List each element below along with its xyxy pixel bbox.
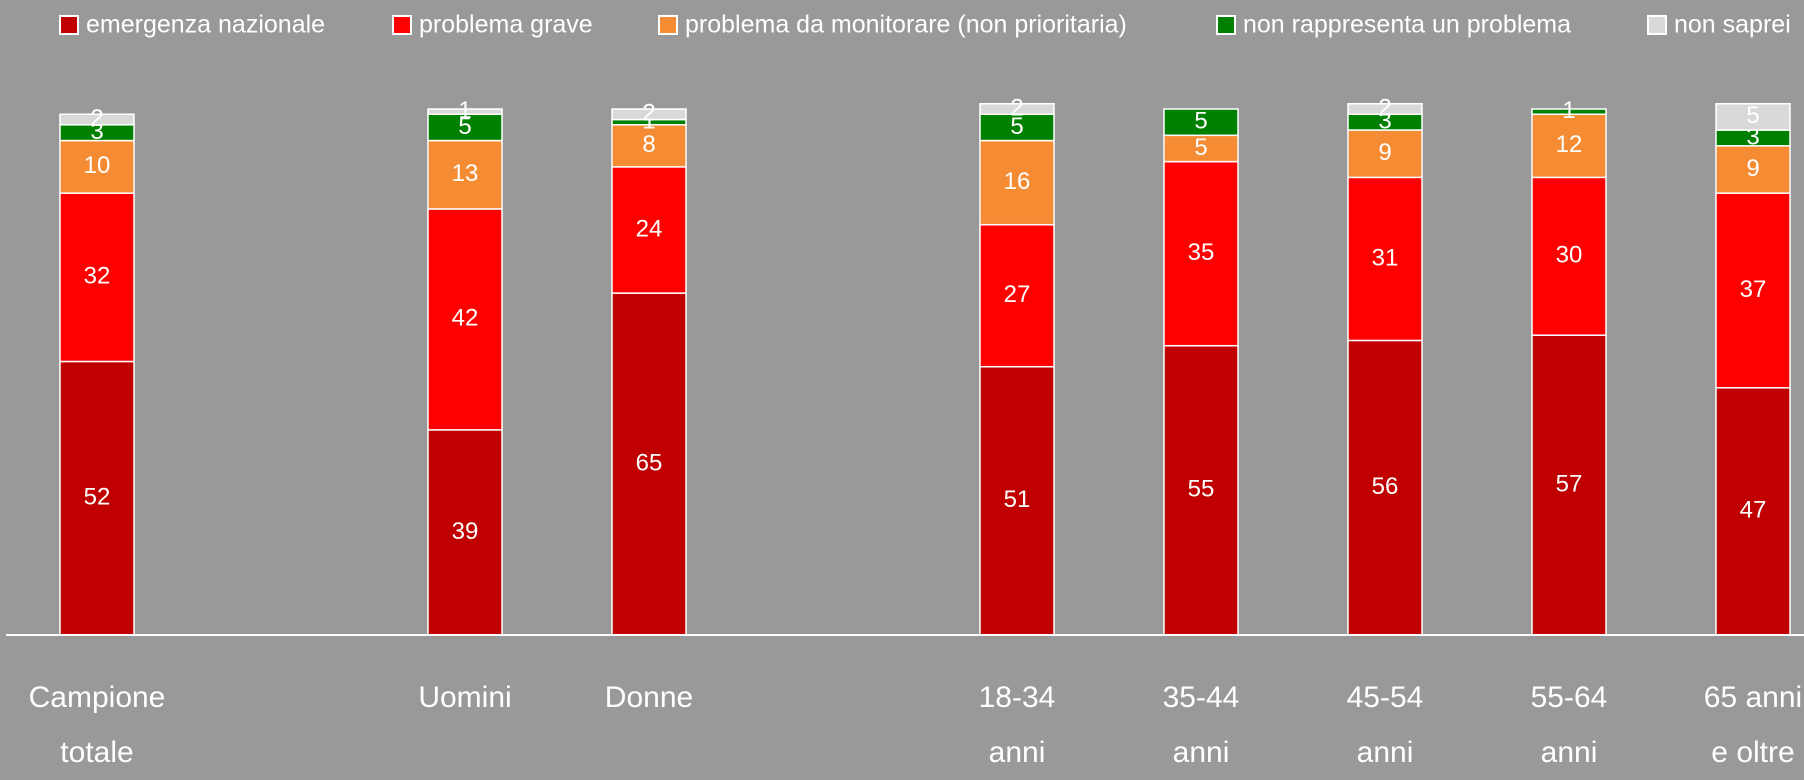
bar-segment: [1347, 102, 1423, 116]
x-tick-label: Uomini: [418, 681, 512, 714]
bar-segment: [1163, 134, 1239, 163]
bar-segment: [611, 124, 687, 168]
data-label: 5: [1746, 102, 1759, 129]
bar-segment: [59, 192, 135, 363]
data-label: 2: [1010, 94, 1023, 121]
legend-swatch: [59, 15, 79, 35]
data-label: 5: [1010, 113, 1023, 140]
bar-segment: [1163, 344, 1239, 636]
data-label: 52: [84, 484, 111, 511]
bar-segment: [979, 365, 1055, 636]
data-label: 5: [458, 113, 471, 140]
bar-segment: [979, 102, 1055, 116]
x-tick-label: 18-34 anni: [978, 681, 1056, 769]
x-tick-label: Donne: [604, 681, 694, 714]
data-label: 24: [636, 215, 663, 242]
bar-segment: [1163, 160, 1239, 347]
x-tick-label: 35-44 anni: [1162, 681, 1240, 769]
legend-swatch: [392, 15, 412, 35]
legend-label: non rappresenta un problema: [1243, 11, 1571, 39]
data-label: 16: [1004, 168, 1031, 195]
legend-label: problema grave: [419, 11, 593, 39]
data-label: 8: [642, 131, 655, 158]
data-label: 27: [1004, 281, 1031, 308]
legend-label: problema da monitorare (non prioritaria): [685, 11, 1127, 39]
bar-segment: [59, 113, 135, 126]
bar-segment: [427, 208, 503, 431]
bar-segment: [1347, 176, 1423, 342]
data-label: 31: [1372, 244, 1399, 271]
data-label: 9: [1378, 139, 1391, 166]
legend-swatch: [1647, 15, 1667, 35]
bar-segment: [1531, 108, 1607, 116]
bar-segment: [427, 429, 503, 636]
data-label: 10: [84, 152, 111, 179]
data-label: 57: [1556, 470, 1583, 497]
data-label: 35: [1188, 239, 1215, 266]
legend-label: non saprei: [1674, 11, 1791, 39]
bar-segment: [1715, 192, 1791, 389]
bar-segment: [427, 139, 503, 210]
x-tick-label: 45-54 anni: [1346, 681, 1424, 769]
bar-segment: [611, 166, 687, 294]
bar-segment: [427, 113, 503, 142]
data-label: 5: [1194, 134, 1207, 161]
data-label: 2: [90, 105, 103, 132]
data-label: 37: [1740, 276, 1767, 303]
bar-segment: [979, 139, 1055, 226]
data-label: 32: [84, 263, 111, 290]
data-label: 39: [452, 518, 479, 545]
bar-segment: [1715, 102, 1791, 131]
x-tick-label: Campione totale: [28, 681, 166, 769]
bar-segment: [611, 292, 687, 636]
data-label: 9: [1746, 155, 1759, 182]
x-tick-label: 65 anni e oltre: [1703, 681, 1803, 769]
data-label: 12: [1556, 131, 1583, 158]
data-label: 47: [1740, 497, 1767, 524]
data-label: 56: [1372, 473, 1399, 500]
legend-label: emergenza nazionale: [86, 11, 325, 39]
data-label: 42: [452, 305, 479, 332]
data-label: 2: [1378, 94, 1391, 121]
bar-segment: [979, 223, 1055, 368]
legend-swatch: [658, 15, 678, 35]
bar-segment: [427, 108, 503, 116]
legend-swatch: [1216, 15, 1236, 35]
bar-segment: [611, 108, 687, 121]
bar-segment: [1163, 108, 1239, 137]
data-label: 5: [1194, 107, 1207, 134]
data-label: 30: [1556, 242, 1583, 269]
bar-segment: [979, 113, 1055, 142]
x-tick-label: 55-64 anni: [1530, 681, 1608, 769]
bar-segment: [1531, 113, 1607, 179]
data-label: 13: [452, 160, 479, 187]
data-label: 1: [1562, 97, 1575, 124]
data-label: 1: [458, 97, 471, 124]
data-label: 65: [636, 449, 663, 476]
data-label: 2: [642, 100, 655, 127]
data-label: 55: [1188, 476, 1215, 503]
data-label: 51: [1004, 486, 1031, 513]
bar-segment: [1347, 339, 1423, 636]
bar-segment: [59, 360, 135, 636]
